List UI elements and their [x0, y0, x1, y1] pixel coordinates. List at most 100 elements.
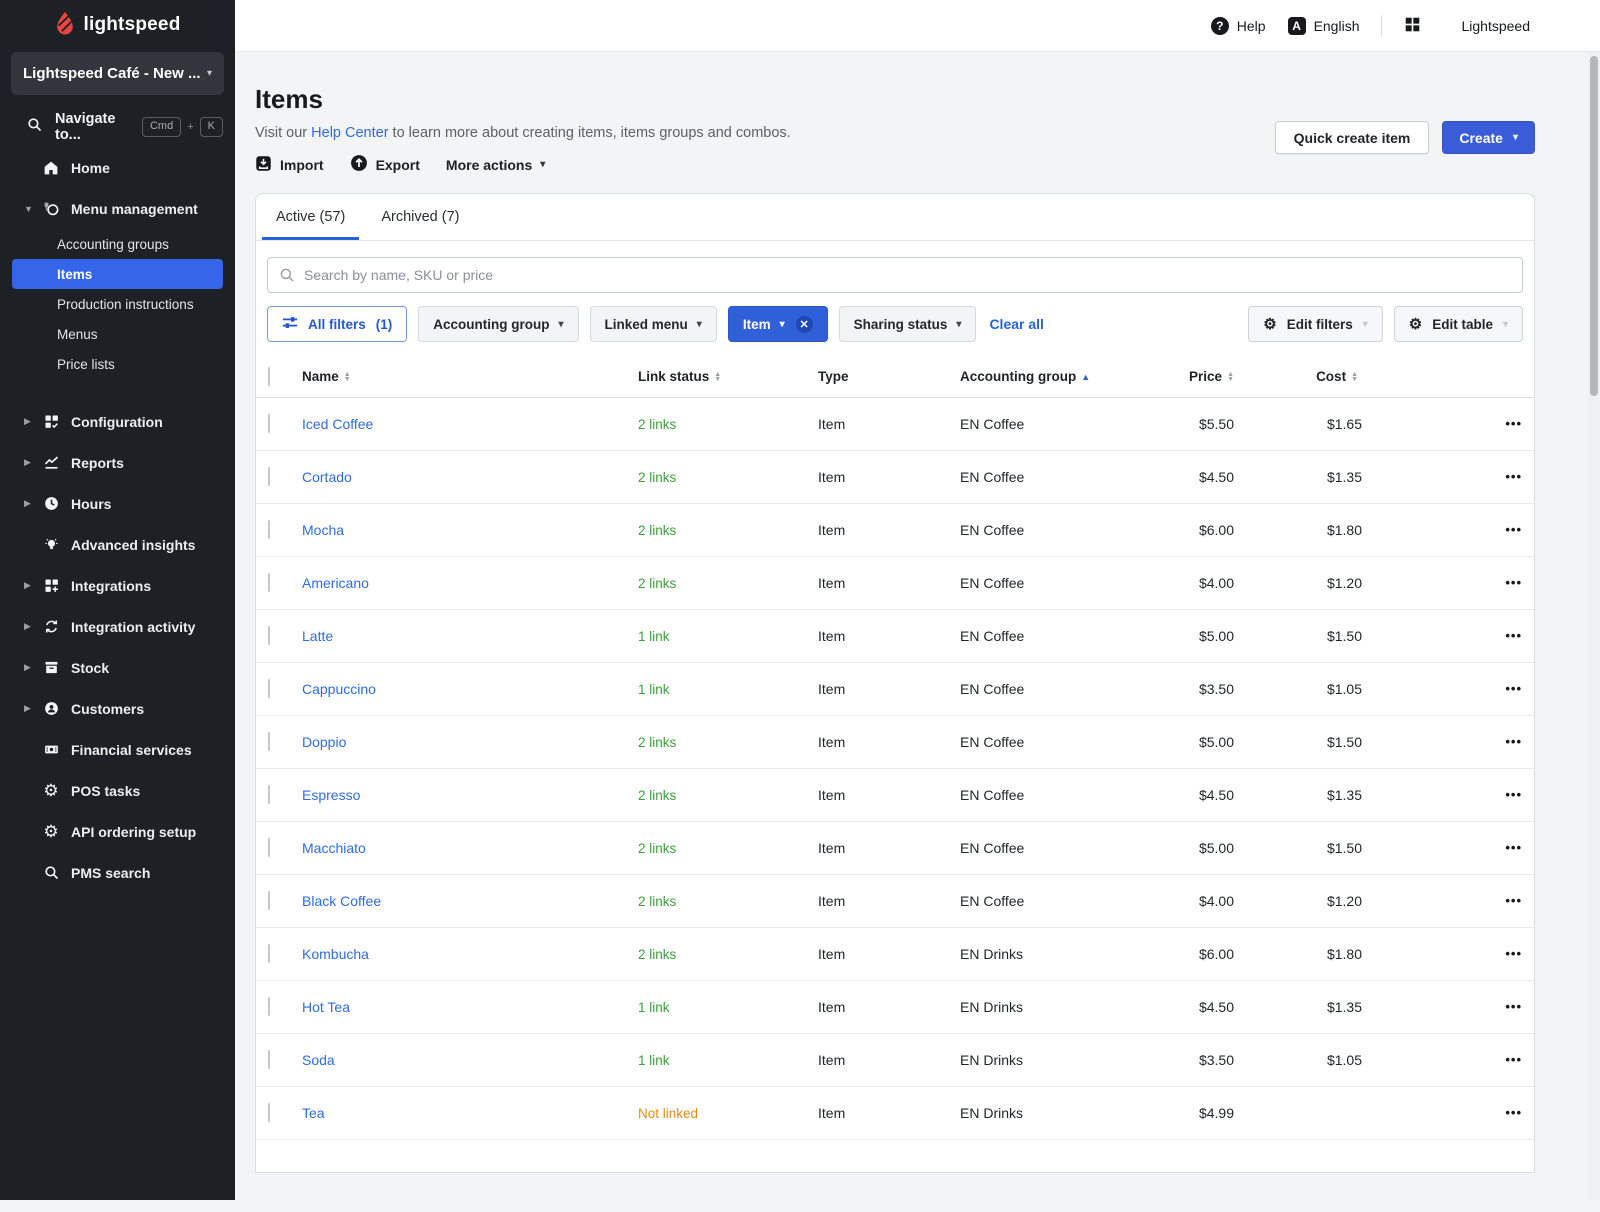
- item-name-link[interactable]: Kombucha: [302, 946, 369, 962]
- row-checkbox[interactable]: [268, 573, 270, 592]
- sidebar-item-items[interactable]: Items: [12, 259, 223, 289]
- edit-filters-button[interactable]: ⚙ Edit filters ▾: [1248, 306, 1383, 342]
- item-name-link[interactable]: Hot Tea: [302, 999, 350, 1015]
- language-menu[interactable]: A English: [1288, 17, 1360, 35]
- row-checkbox[interactable]: [268, 679, 270, 698]
- row-checkbox[interactable]: [268, 414, 270, 433]
- row-checkbox[interactable]: [268, 467, 270, 486]
- sidebar-item-advanced-insights[interactable]: Advanced insights: [0, 524, 235, 565]
- sidebar-item-api-ordering-setup[interactable]: ⚙ API ordering setup: [0, 811, 235, 852]
- quick-create-item-button[interactable]: Quick create item: [1275, 121, 1430, 154]
- export-button[interactable]: Export: [350, 154, 420, 175]
- sidebar-item-stock[interactable]: ▶ Stock: [0, 647, 235, 688]
- search-input[interactable]: [267, 257, 1523, 293]
- row-checkbox[interactable]: [268, 1050, 270, 1069]
- sidebar-item-integrations[interactable]: ▶ Integrations: [0, 565, 235, 606]
- row-checkbox[interactable]: [268, 520, 270, 539]
- sidebar-item-integration-activity[interactable]: ▶ Integration activity: [0, 606, 235, 647]
- item-name-link[interactable]: Latte: [302, 628, 333, 644]
- item-name-link[interactable]: Iced Coffee: [302, 416, 373, 432]
- sidebar-item-accounting-groups[interactable]: Accounting groups: [0, 229, 235, 259]
- item-name-link[interactable]: Soda: [302, 1052, 335, 1068]
- item-name-link[interactable]: Espresso: [302, 787, 360, 803]
- sidebar-item-reports[interactable]: ▶ Reports: [0, 442, 235, 483]
- table-row: Kombucha 2 links Item EN Drinks $6.00 $1…: [256, 928, 1534, 981]
- column-header-price[interactable]: Price ▲▼: [1150, 369, 1234, 384]
- item-name-link[interactable]: Americano: [302, 575, 369, 591]
- row-actions-ellipsis-icon[interactable]: •••: [1505, 840, 1522, 855]
- sidebar-item-home[interactable]: Home: [0, 147, 235, 188]
- item-name-link[interactable]: Black Coffee: [302, 893, 381, 909]
- item-name-link[interactable]: Macchiato: [302, 840, 366, 856]
- select-all-checkbox[interactable]: [268, 367, 270, 386]
- row-actions-ellipsis-icon[interactable]: •••: [1505, 575, 1522, 590]
- sidebar-item-menu-management[interactable]: ▼ Menu management: [0, 188, 235, 229]
- item-filter-active[interactable]: Item ▾ ✕: [728, 306, 828, 342]
- page-scrollbar-thumb[interactable]: [1590, 56, 1598, 396]
- sidebar-item-pos-tasks[interactable]: ⚙ POS tasks: [0, 770, 235, 811]
- item-price: $6.00: [1150, 946, 1234, 962]
- row-actions-ellipsis-icon[interactable]: •••: [1505, 469, 1522, 484]
- sidebar-item-configuration[interactable]: ▶ Configuration: [0, 401, 235, 442]
- item-name-link[interactable]: Mocha: [302, 522, 344, 538]
- row-checkbox[interactable]: [268, 785, 270, 804]
- help-center-link[interactable]: Help Center: [311, 125, 388, 141]
- row-checkbox[interactable]: [268, 997, 270, 1016]
- row-actions-ellipsis-icon[interactable]: •••: [1505, 1105, 1522, 1120]
- language-icon: A: [1288, 17, 1306, 35]
- sidebar-item-menus[interactable]: Menus: [0, 319, 235, 349]
- help-menu[interactable]: ? Help: [1211, 17, 1266, 35]
- row-checkbox[interactable]: [268, 944, 270, 963]
- row-checkbox[interactable]: [268, 626, 270, 645]
- app-switcher[interactable]: Lightspeed: [1404, 16, 1530, 36]
- column-header-name[interactable]: Name ▲▼: [302, 369, 638, 384]
- sidebar-item-customers[interactable]: ▶ Customers: [0, 688, 235, 729]
- item-name-link[interactable]: Tea: [302, 1105, 325, 1121]
- table-row: Iced Coffee 2 links Item EN Coffee $5.50…: [256, 398, 1534, 451]
- remove-filter-icon[interactable]: ✕: [796, 316, 813, 333]
- row-actions-ellipsis-icon[interactable]: •••: [1505, 522, 1522, 537]
- sharing-status-filter[interactable]: Sharing status ▾: [839, 306, 977, 342]
- row-actions-ellipsis-icon[interactable]: •••: [1505, 1052, 1522, 1067]
- tab-active[interactable]: Active (57): [262, 194, 359, 240]
- sidebar-item-financial-services[interactable]: Financial services: [0, 729, 235, 770]
- all-filters-button[interactable]: All filters (1): [267, 306, 407, 342]
- navigate-search[interactable]: Navigate to... Cmd + K: [0, 107, 235, 147]
- row-actions-ellipsis-icon[interactable]: •••: [1505, 893, 1522, 908]
- row-actions-ellipsis-icon[interactable]: •••: [1505, 628, 1522, 643]
- create-button[interactable]: Create ▾: [1442, 121, 1535, 154]
- accounting-group-filter[interactable]: Accounting group ▾: [418, 306, 578, 342]
- row-actions-ellipsis-icon[interactable]: •••: [1505, 681, 1522, 696]
- sidebar-item-hours[interactable]: ▶ Hours: [0, 483, 235, 524]
- row-checkbox[interactable]: [268, 732, 270, 751]
- row-checkbox[interactable]: [268, 1103, 270, 1122]
- sidebar-item-price-lists[interactable]: Price lists: [0, 349, 235, 379]
- sidebar-item-production-instructions[interactable]: Production instructions: [0, 289, 235, 319]
- row-actions-ellipsis-icon[interactable]: •••: [1505, 734, 1522, 749]
- item-price: $5.50: [1150, 416, 1234, 432]
- business-selector[interactable]: Lightspeed Café - New ... ▾: [11, 52, 224, 95]
- import-button[interactable]: Import: [255, 155, 324, 175]
- column-header-cost[interactable]: Cost ▲▼: [1234, 369, 1362, 384]
- row-actions-ellipsis-icon[interactable]: •••: [1505, 946, 1522, 961]
- tab-archived[interactable]: Archived (7): [367, 194, 473, 240]
- page-scrollbar[interactable]: [1588, 52, 1600, 1200]
- sidebar-item-pms-search[interactable]: PMS search: [0, 852, 235, 893]
- stock-icon: [42, 659, 60, 677]
- item-name-link[interactable]: Doppio: [302, 734, 346, 750]
- item-name-link[interactable]: Cortado: [302, 469, 352, 485]
- row-checkbox[interactable]: [268, 838, 270, 857]
- row-actions-ellipsis-icon[interactable]: •••: [1505, 416, 1522, 431]
- column-header-accounting-group[interactable]: Accounting group ▲: [960, 369, 1150, 384]
- item-price: $6.00: [1150, 522, 1234, 538]
- column-header-link-status[interactable]: Link status ▲▼: [638, 369, 818, 384]
- row-actions-ellipsis-icon[interactable]: •••: [1505, 999, 1522, 1014]
- row-checkbox[interactable]: [268, 891, 270, 910]
- column-header-type[interactable]: Type: [818, 369, 960, 384]
- more-actions-button[interactable]: More actions ▾: [446, 157, 545, 173]
- clear-all-link[interactable]: Clear all: [989, 316, 1043, 332]
- item-name-link[interactable]: Cappuccino: [302, 681, 376, 697]
- row-actions-ellipsis-icon[interactable]: •••: [1505, 787, 1522, 802]
- edit-table-button[interactable]: ⚙ Edit table ▾: [1394, 306, 1523, 342]
- linked-menu-filter[interactable]: Linked menu ▾: [590, 306, 717, 342]
